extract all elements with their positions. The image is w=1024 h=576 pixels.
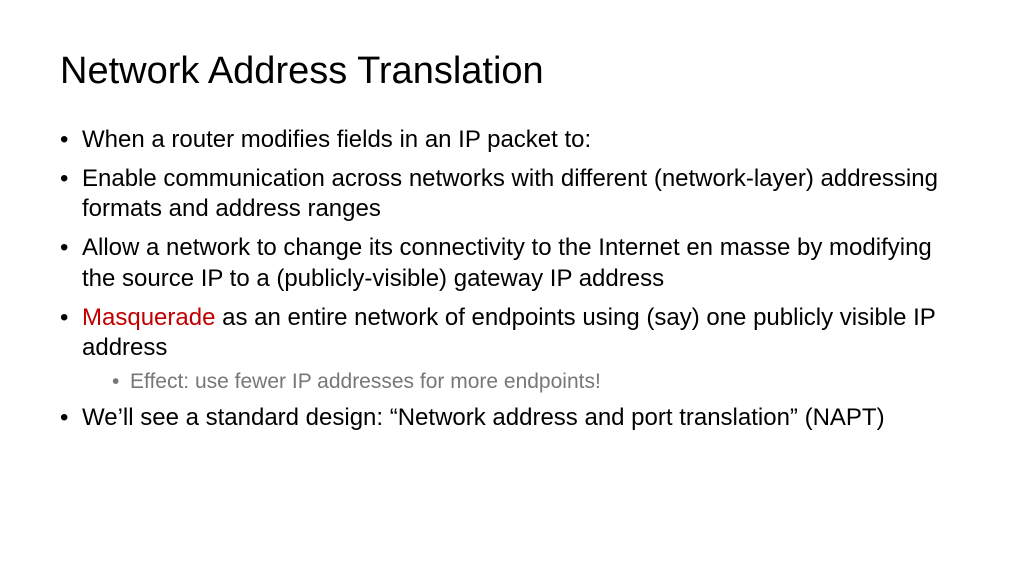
bullet-text: Enable communication across networks wit… bbox=[82, 165, 938, 223]
highlight-text: Masquerade bbox=[82, 304, 215, 331]
bullet-text: Allow a network to change its connectivi… bbox=[82, 234, 932, 292]
bullet-list: When a router modifies fields in an IP p… bbox=[60, 125, 964, 434]
bullet-text: When a router modifies fields in an IP p… bbox=[82, 126, 591, 153]
bullet-item: Allow a network to change its connectivi… bbox=[60, 233, 964, 294]
slide-title: Network Address Translation bbox=[60, 50, 964, 93]
bullet-item: When a router modifies fields in an IP p… bbox=[60, 125, 964, 156]
bullet-text: We’ll see a standard design: “Network ad… bbox=[82, 404, 885, 431]
bullet-item: Masquerade as an entire network of endpo… bbox=[60, 303, 964, 396]
sub-bullet-item: Effect: use fewer IP addresses for more … bbox=[112, 368, 964, 395]
sub-bullet-list: Effect: use fewer IP addresses for more … bbox=[112, 368, 964, 395]
slide: Network Address Translation When a route… bbox=[0, 0, 1024, 576]
bullet-item: We’ll see a standard design: “Network ad… bbox=[60, 403, 964, 434]
bullet-item: Enable communication across networks wit… bbox=[60, 164, 964, 225]
